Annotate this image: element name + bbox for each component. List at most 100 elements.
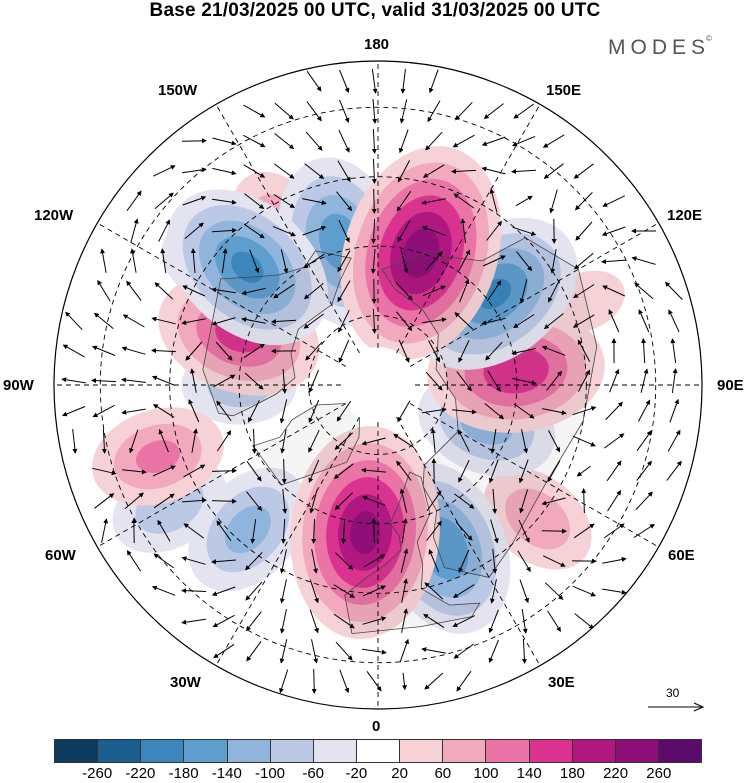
- wind-arrow: [636, 430, 652, 452]
- anomaly-contour: [135, 440, 180, 473]
- wind-arrow: [182, 195, 207, 206]
- wind-arrow: [421, 225, 446, 236]
- wind-arrow: [422, 317, 447, 324]
- wind-arrow: [425, 251, 443, 271]
- wind-arrow: [273, 194, 295, 209]
- meridian-line: [409, 222, 659, 367]
- wind-arrow: [512, 378, 537, 386]
- wind-arrow: [602, 285, 626, 297]
- wind-arrow: [61, 377, 86, 384]
- wind-arrow: [549, 189, 558, 214]
- wind-arrow: [126, 190, 142, 211]
- colorbar-tick-label: 220: [603, 765, 629, 782]
- wind-arrow: [274, 102, 294, 120]
- wind-arrow: [216, 520, 232, 542]
- colorbar-tick-label: -180: [168, 765, 199, 782]
- wind-arrow: [306, 70, 322, 92]
- wind-arrow: [459, 278, 470, 303]
- wind-arrow: [548, 280, 560, 303]
- graticule: [54, 61, 702, 709]
- wind-arrow: [333, 584, 356, 598]
- wind-arrow: [124, 492, 144, 510]
- wind-arrow: [460, 218, 466, 243]
- anomaly-contour: [231, 251, 264, 283]
- wind-arrow: [602, 195, 626, 207]
- wind-arrow: [488, 639, 499, 664]
- wind-arrow: [211, 287, 236, 294]
- wind-arrow: [456, 371, 472, 392]
- wind-arrow: [101, 428, 107, 454]
- wind-arrow: [547, 610, 561, 632]
- wind-arrow: [243, 104, 266, 118]
- wind-arrow: [492, 488, 498, 514]
- wind-arrow: [542, 555, 566, 567]
- wind-arrow: [424, 582, 444, 600]
- lon-label-150w: 150W: [158, 82, 198, 99]
- wind-arrow: [481, 136, 506, 147]
- wind-arrow: [544, 582, 564, 600]
- wind-arrow: [371, 308, 377, 334]
- wind-arrow: [311, 639, 319, 664]
- wind-arrow: [519, 279, 528, 304]
- wind-arrow: [397, 160, 411, 183]
- wind-arrow: [121, 346, 146, 355]
- wind-arrow: [602, 557, 627, 564]
- wind-arrow: [425, 131, 443, 151]
- wind-arrow: [452, 584, 475, 598]
- wind-arrow: [311, 549, 318, 574]
- wind-arrow: [635, 491, 653, 511]
- wind-arrow: [574, 192, 593, 211]
- wind-arrow: [280, 429, 287, 454]
- wind-arrow: [181, 318, 206, 325]
- wind-arrow: [426, 490, 442, 512]
- wind-arrow: [183, 523, 204, 539]
- wind-arrow: [518, 519, 530, 543]
- colorbar-tick-label: 60: [434, 765, 452, 782]
- wind-arrow: [302, 198, 327, 206]
- wind-arrow: [333, 613, 355, 629]
- wind-arrow: [246, 461, 262, 482]
- wind-arrow: [182, 285, 206, 297]
- wind-arrow: [212, 137, 237, 146]
- wind-arrow: [281, 458, 287, 484]
- wind-arrow: [153, 553, 175, 569]
- wind-arrow: [91, 345, 116, 356]
- wind-arrow: [152, 404, 175, 418]
- wind-arrow: [573, 284, 595, 299]
- wind-arrow: [304, 163, 325, 180]
- wind-arrow: [250, 519, 257, 544]
- wind-arrow: [542, 408, 567, 416]
- wind-arrow: [424, 672, 444, 690]
- colorbar-tick-label: -100: [254, 765, 286, 782]
- wind-arrow: [311, 668, 317, 694]
- wind-arrow: [181, 618, 206, 625]
- wind-arrow: [576, 465, 591, 477]
- anomaly-center: [290, 426, 440, 640]
- wind-arrow: [541, 345, 566, 356]
- wind-arrow: [519, 579, 530, 604]
- wind-arrow: [339, 99, 350, 124]
- wind-arrow: [65, 311, 83, 331]
- wind-arrow: [371, 188, 377, 214]
- wind-arrow: [489, 579, 497, 604]
- wind-arrow: [634, 282, 654, 300]
- meridian-line: [97, 222, 347, 367]
- wind-arrow: [92, 404, 115, 418]
- wind-arrow: [188, 399, 200, 423]
- polar-cap: [340, 347, 416, 423]
- wind-arrow: [640, 368, 649, 393]
- wind-arrow: [641, 338, 647, 364]
- wind-arrow: [423, 613, 445, 629]
- wind-arrow: [428, 69, 439, 94]
- lon-label-180: 180: [364, 36, 390, 53]
- lon-label-0: 0: [372, 718, 381, 735]
- wind-arrow: [185, 341, 203, 361]
- wind-arrow: [309, 579, 319, 604]
- wind-arrow: [488, 609, 499, 634]
- wind-arrow: [638, 309, 650, 333]
- wind-arrow: [581, 488, 587, 514]
- wind-arrow: [121, 408, 146, 415]
- wind-arrow: [336, 400, 352, 422]
- wind-arrow: [511, 168, 537, 174]
- wind-arrow: [97, 279, 111, 302]
